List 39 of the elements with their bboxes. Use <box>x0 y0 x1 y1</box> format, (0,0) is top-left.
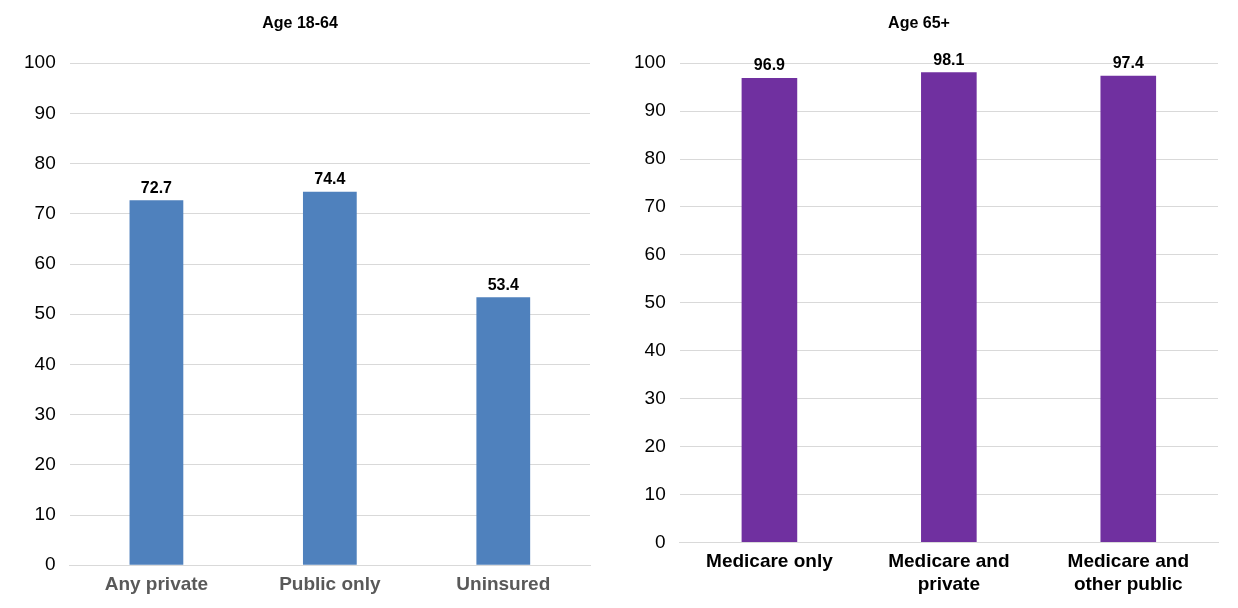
x-tick-label: Medicare only <box>706 550 834 572</box>
y-tick-label: 100 <box>24 51 56 73</box>
bar <box>476 297 531 565</box>
y-tick-label: 0 <box>45 553 56 575</box>
bar <box>302 191 357 565</box>
y-tick-label: 70 <box>644 195 666 217</box>
y-tick-label: 60 <box>644 243 666 265</box>
y-tick-label: 90 <box>34 101 56 123</box>
x-tick-label: Public only <box>279 572 381 594</box>
y-tick-label: 70 <box>34 202 56 224</box>
bar <box>129 200 184 565</box>
y-tick-label: 100 <box>634 51 666 73</box>
y-tick-label: 20 <box>34 453 56 475</box>
y-tick-label: 40 <box>644 338 666 360</box>
data-label: 97.4 <box>1112 54 1144 72</box>
data-label: 72.7 <box>140 178 173 196</box>
y-tick-label: 10 <box>34 503 56 525</box>
data-label: 98.1 <box>933 50 965 68</box>
y-tick-label: 0 <box>655 530 666 552</box>
y-tick-label: 60 <box>34 252 56 274</box>
y-tick-label: 20 <box>644 434 666 456</box>
data-label: 74.4 <box>314 170 346 188</box>
data-label: 53.4 <box>487 275 519 293</box>
y-tick-label: 50 <box>34 302 56 324</box>
data-label: 96.9 <box>753 56 786 74</box>
y-tick-label: 30 <box>644 386 666 408</box>
y-tick-label: 50 <box>644 291 666 313</box>
x-tick-label: Medicare and private <box>888 550 1010 594</box>
y-tick-label: 40 <box>34 352 56 374</box>
y-tick-label: 90 <box>644 99 666 121</box>
y-tick-label: 30 <box>34 402 56 424</box>
y-tick-label: 80 <box>34 151 56 173</box>
x-tick-label: Uninsured <box>456 572 551 594</box>
chart-title: Age 65+ <box>888 14 950 32</box>
y-tick-label: 80 <box>644 147 666 169</box>
x-tick-label: Any private <box>104 572 209 594</box>
x-tick-label: Medicare and other public <box>1067 550 1189 594</box>
y-tick-label: 10 <box>644 482 666 504</box>
chart-title: Age 18-64 <box>262 14 338 32</box>
